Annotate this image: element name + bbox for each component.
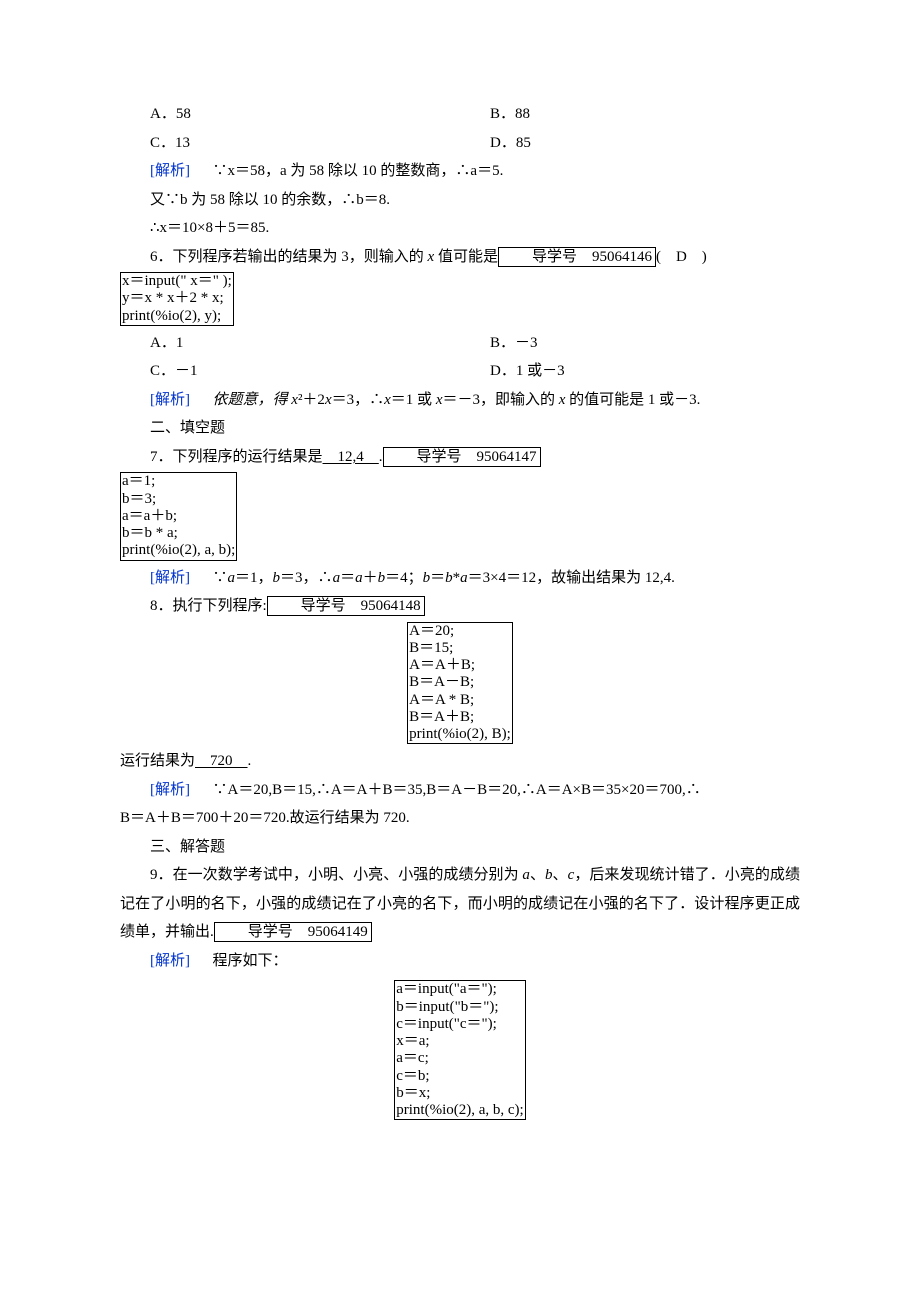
q6-optA: A．1 (120, 329, 460, 358)
q8-res2: . (248, 753, 252, 769)
q6-optC: C．－1 (120, 357, 460, 386)
q8-code: A＝20; B＝15; A＝A＋B; B＝A－B; A＝A * B; B＝A＋B… (407, 622, 513, 745)
analysis-label: [解析] (150, 953, 190, 969)
q8-stem: 8．执行下列程序:导学号 95064148 (120, 592, 800, 621)
study-id-8: 导学号 95064148 (267, 596, 425, 616)
q9-code: a＝input("a＝"); b＝input("b＝"); c＝input("c… (394, 980, 525, 1120)
q7-blank: 12,4 (323, 449, 379, 465)
q5-anal2: 又∵b 为 58 除以 10 的余数，∴b＝8. (120, 186, 800, 215)
section3-title: 三、解答题 (120, 833, 800, 862)
q6-tail: ( D ) (656, 249, 707, 265)
q7-stem: 7．下列程序的运行结果是 12,4 .导学号 95064147 (120, 443, 800, 472)
q8-anal2: B＝A＋B＝700＋20＝720.故运行结果为 720. (120, 804, 800, 833)
q5-anal3: ∴x＝10×8＋5＝85. (120, 214, 800, 243)
q5-optC: C．13 (120, 129, 460, 158)
q8-code-wrap: A＝20; B＝15; A＝A＋B; B＝A－B; A＝A * B; B＝A＋B… (120, 621, 800, 746)
q6-options-row2: C．－1 D．1 或－3 (120, 357, 800, 386)
q6-stem2: 值可能是 (434, 249, 498, 265)
q5-options-row1: A．58 B．88 (120, 100, 800, 129)
study-id-6: 导学号 95064146 (498, 247, 656, 267)
q8-stem-text: 8．执行下列程序: (150, 598, 267, 614)
q6-optB: B．－3 (460, 329, 800, 358)
q6-optD: D．1 或－3 (460, 357, 800, 386)
q6-stem1: 6．下列程序若输出的结果为 3，则输入的 (150, 249, 428, 265)
q6-stem: 6．下列程序若输出的结果为 3，则输入的 x 值可能是导学号 95064146(… (120, 243, 800, 272)
q5-options-row2: C．13 D．85 (120, 129, 800, 158)
q7-stem1: 7．下列程序的运行结果是 (150, 449, 323, 465)
q6-options-row1: A．1 B．－3 (120, 329, 800, 358)
q9-analtext: 程序如下： (213, 953, 288, 969)
analysis-label: [解析] (150, 392, 190, 408)
q9-stem: 9．在一次数学考试中，小明、小亮、小强的成绩分别为 a、b、c，后来发现统计错了… (120, 861, 800, 947)
q8-analysis-line1: [解析] ∵A＝20,B＝15,∴A＝A＋B＝35,B＝A－B＝20,∴A＝A×… (120, 776, 800, 805)
q9-analysis: [解析] 程序如下： (120, 947, 800, 976)
q6-analysis: [解析] 依题意，得 x²＋2x＝3，∴x＝1 或 x＝－3，即输入的 x 的值… (120, 386, 800, 415)
study-id-9: 导学号 95064149 (214, 922, 372, 942)
study-id-7: 导学号 95064147 (383, 447, 541, 467)
analysis-label: [解析] (150, 782, 190, 798)
q5-anal1: ∵x＝58，a 为 58 除以 10 的整数商，∴a＝5. (213, 163, 504, 179)
analysis-label: [解析] (150, 163, 190, 179)
q6-code: x＝input(" x＝" ); y＝x * x＋2 * x; print(%i… (120, 272, 234, 326)
analysis-label: [解析] (150, 570, 190, 586)
q5-optB: B．88 (460, 100, 800, 129)
q7-code: a＝1; b＝3; a＝a＋b; b＝b * a; print(%io(2), … (120, 472, 237, 560)
q5-optD: D．85 (460, 129, 800, 158)
q8-res1: 运行结果为 (120, 753, 195, 769)
q5-optA: A．58 (120, 100, 460, 129)
q8-anal1: ∵A＝20,B＝15,∴A＝A＋B＝35,B＝A－B＝20,∴A＝A×B＝35×… (213, 782, 701, 798)
q9-code-wrap: a＝input("a＝"); b＝input("b＝"); c＝input("c… (120, 979, 800, 1121)
section2-title: 二、填空题 (120, 414, 800, 443)
q8-blank: 720 (195, 753, 248, 769)
q5-analysis-line1: [解析] ∵x＝58，a 为 58 除以 10 的整数商，∴a＝5. (120, 157, 800, 186)
q8-result: 运行结果为 720 . (120, 747, 800, 776)
q7-analysis: [解析] ∵a＝1，b＝3，∴a＝a＋b＝4；b＝b*a＝3×4＝12，故输出结… (120, 564, 800, 593)
